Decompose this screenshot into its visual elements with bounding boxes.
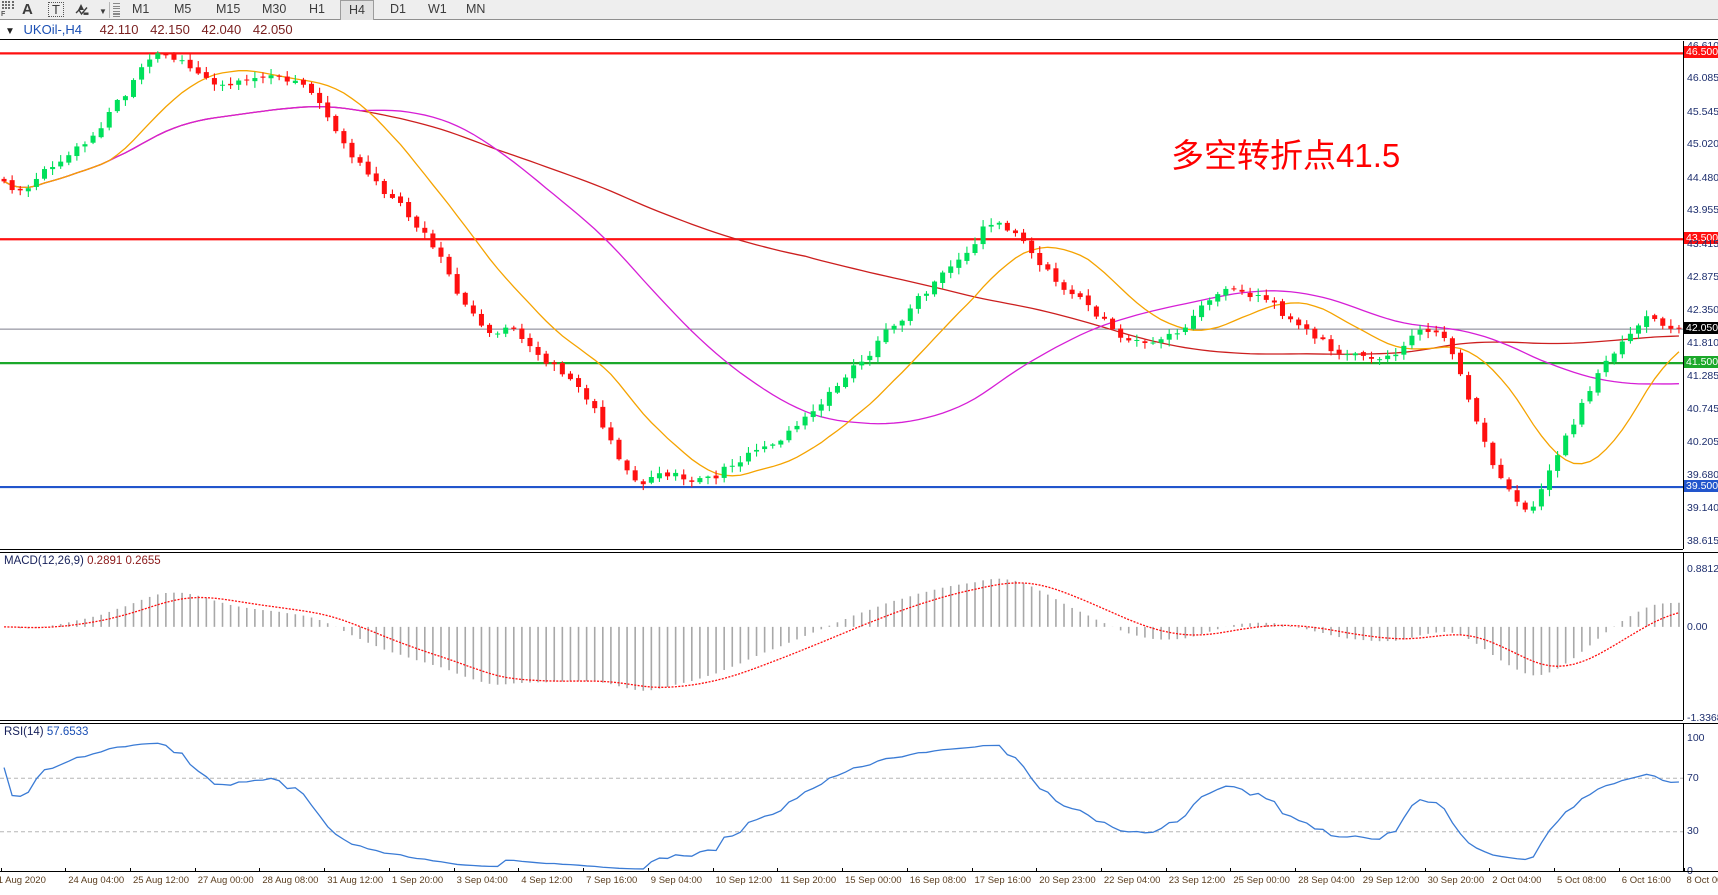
svg-text:多空转折点41.5: 多空转折点41.5 [1171, 137, 1400, 174]
